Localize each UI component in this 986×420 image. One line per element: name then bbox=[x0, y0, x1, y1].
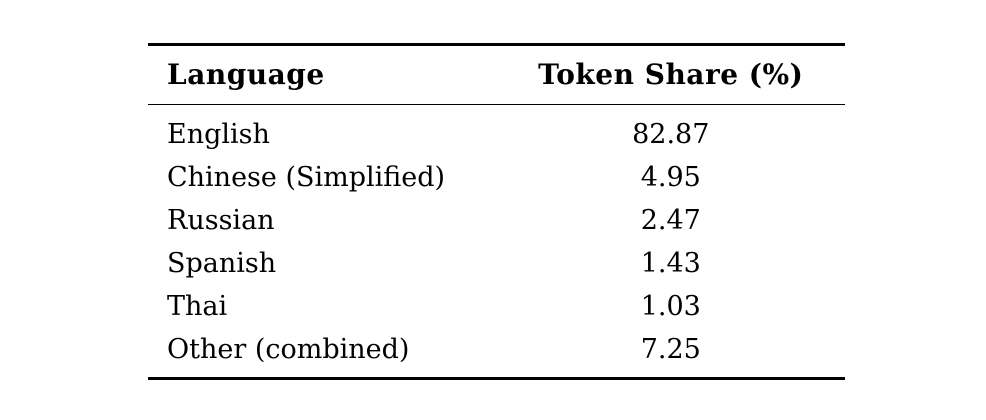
share-cell: 1.03 bbox=[640, 291, 701, 322]
language-cell: Chinese (Simplified) bbox=[167, 162, 446, 193]
share-cell: 7.25 bbox=[640, 334, 701, 365]
share-cell: 2.47 bbox=[640, 205, 701, 236]
language-token-share-table: Language Token Share (%) English 82.87 C… bbox=[148, 43, 845, 380]
table-row: English 82.87 bbox=[148, 105, 845, 157]
language-token-share-table-container: Language Token Share (%) English 82.87 C… bbox=[148, 43, 845, 380]
language-cell: Russian bbox=[167, 205, 275, 236]
language-cell: English bbox=[167, 119, 270, 150]
table-row: Thai 1.03 bbox=[148, 285, 845, 328]
language-cell: Thai bbox=[167, 291, 228, 322]
table-row: Other (combined) 7.25 bbox=[148, 328, 845, 379]
table-header: Language Token Share (%) bbox=[148, 44, 845, 105]
share-cell: 82.87 bbox=[632, 119, 710, 150]
language-cell: Spanish bbox=[167, 248, 277, 279]
column-header-language: Language bbox=[148, 44, 497, 105]
language-cell: Other (combined) bbox=[167, 334, 410, 365]
header-row: Language Token Share (%) bbox=[148, 44, 845, 105]
share-cell: 1.43 bbox=[640, 248, 701, 279]
table-row: Russian 2.47 bbox=[148, 199, 845, 242]
table-body: English 82.87 Chinese (Simplified) 4.95 … bbox=[148, 105, 845, 379]
table-row: Chinese (Simplified) 4.95 bbox=[148, 156, 845, 199]
column-header-token-share: Token Share (%) bbox=[496, 44, 845, 105]
share-cell: 4.95 bbox=[640, 162, 701, 193]
table-row: Spanish 1.43 bbox=[148, 242, 845, 285]
